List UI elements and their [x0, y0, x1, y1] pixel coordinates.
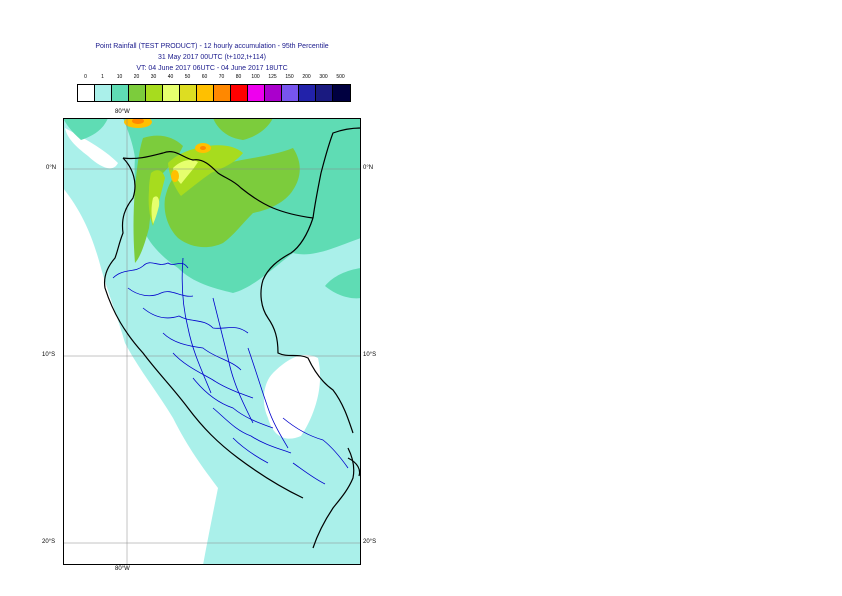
- lat-label-left-20: 20°S: [42, 539, 56, 545]
- legend-swatch: [265, 85, 282, 101]
- country-borders: [103, 127, 361, 549]
- legend-swatch: [112, 85, 129, 101]
- legend-tick-label: 60: [201, 74, 208, 80]
- legend-tick-labels: 0 1 10 20 30 40 50 60 70 80 100 125 150 200 300 500: [77, 74, 347, 83]
- legend-swatch: [180, 85, 197, 101]
- legend-tick-label: 100: [251, 74, 260, 80]
- validity-time: VT: 04 June 2017 06UTC - 04 June 2017 18…: [136, 65, 288, 72]
- peak-rain-areas: [132, 118, 206, 150]
- administrative-boundaries: [112, 257, 349, 485]
- legend-swatch: [282, 85, 299, 101]
- legend-swatch: [214, 85, 231, 101]
- lat-label-right-0: 0°N: [363, 165, 374, 171]
- legend-tick-label: 10: [116, 74, 123, 80]
- lat-label-right-20: 20°S: [363, 539, 377, 545]
- legend-swatch: [163, 85, 180, 101]
- legend-tick-label: 80: [235, 74, 242, 80]
- legend-swatch: [95, 85, 112, 101]
- legend-tick-label: 200: [302, 74, 311, 80]
- legend-tick-label: 70: [218, 74, 225, 80]
- legend-tick-label: 300: [319, 74, 328, 80]
- rainfall-map: [63, 118, 361, 565]
- legend-tick-label: 40: [167, 74, 174, 80]
- lat-label-right-10: 10°S: [363, 352, 377, 358]
- legend-tick-label: 50: [184, 74, 191, 80]
- dry-areas: [63, 128, 321, 565]
- legend-tick-label: 150: [285, 74, 294, 80]
- legend-tick-label: 125: [268, 74, 277, 80]
- legend-swatch: [146, 85, 163, 101]
- legend-swatch: [333, 85, 350, 101]
- map-frame: [63, 118, 361, 565]
- legend-swatch: [78, 85, 95, 101]
- legend-swatch: [129, 85, 146, 101]
- legend-color-bar: [77, 84, 351, 102]
- legend-swatch: [197, 85, 214, 101]
- lon-label-bottom: 80°W: [115, 566, 130, 572]
- lon-label-top: 80°W: [115, 109, 130, 115]
- graticule: [63, 118, 361, 565]
- legend-tick-label: 30: [150, 74, 157, 80]
- lat-label-left-0: 0°N: [46, 165, 57, 171]
- run-date: 31 May 2017 00UTC (t+102,t+114): [157, 54, 267, 61]
- legend-tick-label: 20: [133, 74, 140, 80]
- very-heavy-rain-areas: [151, 160, 198, 224]
- legend-tick-label: 1: [101, 74, 104, 80]
- legend-swatch: [231, 85, 248, 101]
- legend-swatch: [299, 85, 316, 101]
- product-title: Point Rainfall (TEST PRODUCT) - 12 hourl…: [95, 43, 329, 50]
- legend-swatch: [316, 85, 333, 101]
- legend-tick-label: 0: [84, 74, 87, 80]
- legend-tick-label: 500: [336, 74, 345, 80]
- lat-label-left-10: 10°S: [42, 352, 56, 358]
- legend-swatch: [248, 85, 265, 101]
